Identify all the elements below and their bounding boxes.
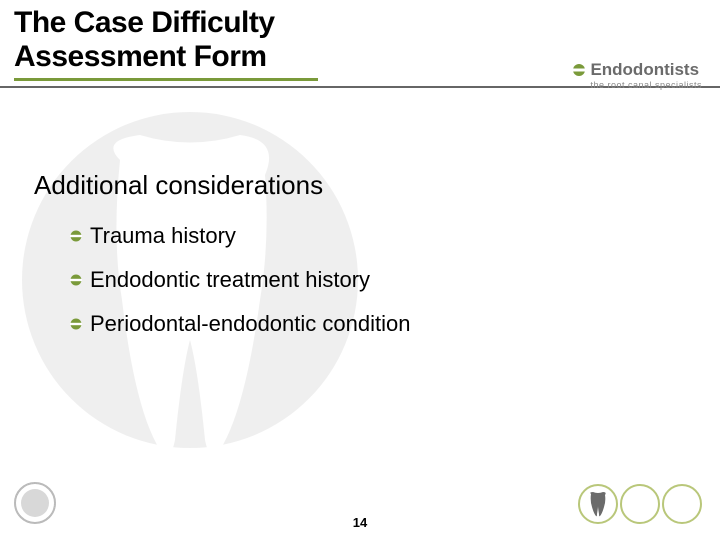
bullet-list: Trauma history Endodontic treatment hist… bbox=[70, 223, 634, 337]
title-underline bbox=[14, 78, 318, 81]
brand-logo-text: Endodontists bbox=[590, 60, 699, 80]
list-item: Trauma history bbox=[70, 223, 634, 249]
footer-circle bbox=[620, 484, 660, 524]
brand-bullet-icon bbox=[572, 63, 586, 77]
seal-badge-icon bbox=[14, 482, 56, 524]
tooth-icon bbox=[587, 491, 609, 517]
subtitle: Additional considerations bbox=[34, 170, 634, 201]
list-item-label: Endodontic treatment history bbox=[90, 267, 370, 293]
list-item-label: Periodontal-endodontic condition bbox=[90, 311, 410, 337]
footer-circle bbox=[662, 484, 702, 524]
brand-logo-sub: the root canal specialists bbox=[590, 80, 702, 90]
bullet-icon bbox=[70, 230, 82, 242]
footer-circle bbox=[578, 484, 618, 524]
bullet-icon bbox=[70, 274, 82, 286]
list-item: Endodontic treatment history bbox=[70, 267, 634, 293]
brand-logo: Endodontists the root canal specialists bbox=[572, 60, 702, 90]
title-line-1: The Case Difficulty bbox=[14, 6, 318, 40]
list-item: Periodontal-endodontic condition bbox=[70, 311, 634, 337]
footer-circle-group bbox=[578, 484, 702, 524]
brand-logo-main: Endodontists bbox=[572, 60, 702, 80]
content-area: Additional considerations Trauma history… bbox=[34, 170, 634, 355]
bullet-icon bbox=[70, 318, 82, 330]
page-number: 14 bbox=[353, 515, 367, 530]
list-item-label: Trauma history bbox=[90, 223, 236, 249]
slide-title: The Case Difficulty Assessment Form bbox=[14, 6, 318, 81]
title-line-2: Assessment Form bbox=[14, 40, 318, 74]
